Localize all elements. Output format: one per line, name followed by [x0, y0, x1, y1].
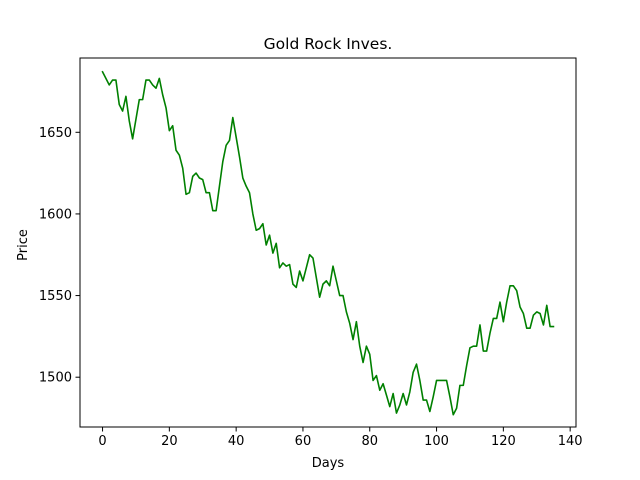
- series-line-0: [101, 70, 555, 416]
- x-tick-label: 60: [295, 434, 312, 449]
- x-tick-label: 80: [361, 434, 378, 449]
- y-tick-label: 1500: [39, 371, 72, 386]
- y-axis-title: Price: [16, 229, 31, 261]
- y-tick-label: 1650: [39, 126, 72, 141]
- chart-title: Gold Rock Inves.: [264, 35, 393, 53]
- x-axis-title: Days: [312, 456, 345, 471]
- y-tick-label: 1550: [39, 289, 72, 304]
- y-tick-label: 1600: [39, 207, 72, 222]
- x-tick-label: 120: [491, 434, 516, 449]
- axes-frame: [79, 57, 577, 428]
- x-tick-label: 0: [98, 434, 106, 449]
- x-tick-label: 20: [161, 434, 178, 449]
- plot-area: 0 20 40 60 80 100 120 140 1500 1550 1600 1650: [39, 57, 583, 449]
- x-tick-label: 140: [558, 434, 583, 449]
- x-tick-label: 100: [424, 434, 449, 449]
- x-tick-label: 40: [228, 434, 245, 449]
